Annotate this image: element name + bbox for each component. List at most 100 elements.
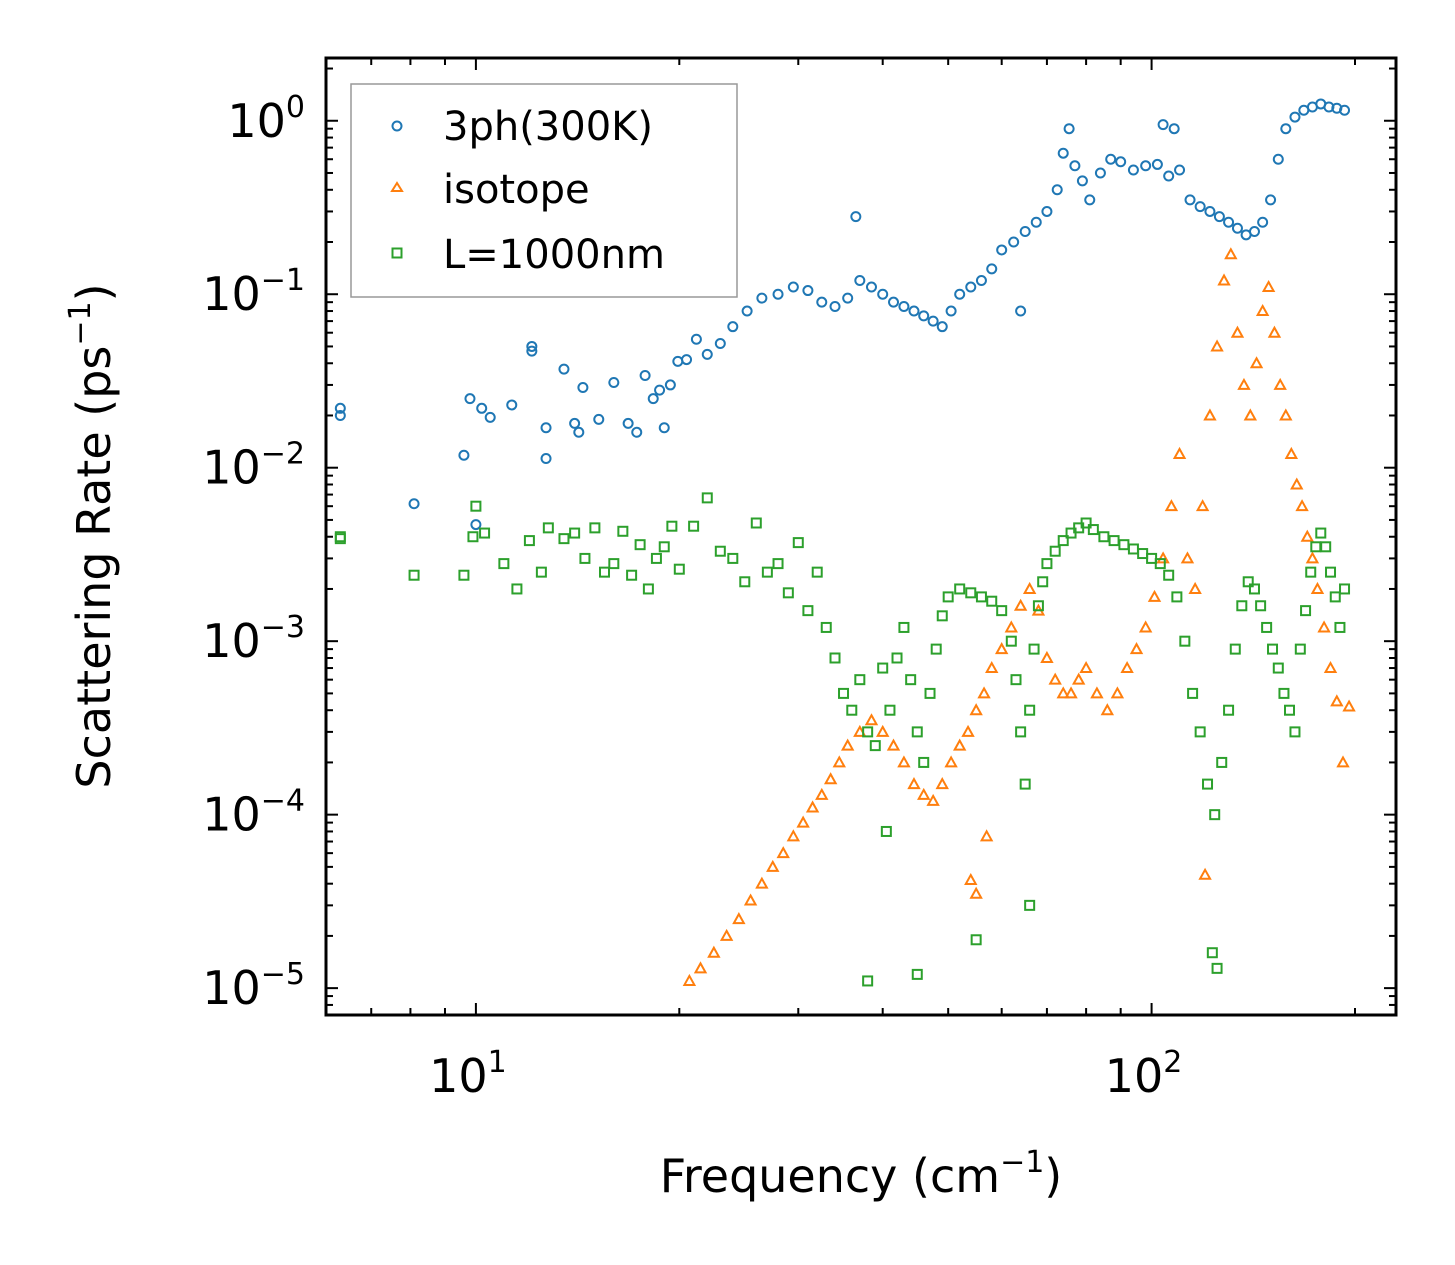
data-point-l1000nm	[542, 522, 554, 534]
data-point-l1000nm	[1163, 569, 1175, 581]
data-point-l1000nm	[579, 552, 591, 564]
data-point-isotope	[1203, 408, 1217, 421]
data-point-l1000nm	[498, 558, 510, 570]
data-point-3ph	[908, 305, 920, 317]
data-point-l1000nm	[1187, 687, 1199, 699]
data-point-l1000nm	[1325, 566, 1337, 578]
data-point-isotope	[776, 846, 790, 859]
data-point-isotope	[876, 724, 890, 737]
data-point-l1000nm	[772, 558, 784, 570]
data-point-isotope	[1210, 339, 1224, 352]
data-point-l1000nm	[838, 687, 850, 699]
data-point-3ph	[526, 345, 538, 357]
data-point-isotope	[1237, 377, 1251, 390]
data-point-isotope	[935, 777, 949, 790]
data-point-isotope	[944, 755, 958, 768]
data-point-isotope	[1305, 551, 1320, 564]
data-point-isotope	[1255, 303, 1270, 317]
data-point-l1000nm	[569, 527, 581, 539]
data-point-l1000nm	[891, 652, 903, 664]
data-point-isotope	[1198, 867, 1212, 880]
data-point-l1000nm	[1098, 531, 1110, 543]
data-point-isotope	[1273, 377, 1287, 390]
data-point-3ph	[470, 519, 482, 531]
series-2	[682, 247, 1356, 986]
data-point-l1000nm	[880, 825, 892, 837]
data-point-3ph	[1223, 216, 1235, 228]
data-point-isotope	[985, 660, 999, 674]
data-point-l1000nm	[954, 583, 966, 595]
data-point-3ph	[1265, 194, 1277, 206]
y-tick-label-exp: −2	[261, 437, 305, 472]
data-point-isotope	[1138, 620, 1153, 633]
data-point-l1000nm	[975, 591, 987, 603]
data-point-isotope	[994, 642, 1009, 655]
data-point-l1000nm	[1255, 600, 1267, 612]
data-point-l1000nm	[701, 492, 713, 504]
data-point-l1000nm	[877, 662, 889, 674]
x-axis-title-close: )	[1044, 1149, 1062, 1203]
data-point-l1000nm	[1229, 643, 1241, 655]
data-point-isotope	[917, 787, 931, 800]
data-point-l1000nm	[470, 500, 482, 512]
data-point-3ph	[865, 281, 877, 293]
data-point-isotope	[1300, 529, 1314, 542]
data-point-l1000nm	[869, 740, 881, 752]
data-point-3ph	[936, 321, 948, 333]
data-point-isotope	[1195, 499, 1210, 512]
data-point-isotope	[1022, 581, 1037, 594]
data-point-isotope	[926, 793, 940, 806]
data-point-l1000nm	[942, 591, 954, 603]
data-point-3ph	[1076, 175, 1088, 187]
data-point-l1000nm	[1032, 600, 1044, 612]
data-point-l1000nm	[535, 566, 547, 578]
data-point-isotope	[719, 928, 734, 941]
data-point-3ph	[954, 288, 966, 300]
data-point-l1000nm	[1154, 558, 1166, 570]
data-point-l1000nm	[1334, 621, 1346, 633]
data-point-l1000nm	[1049, 545, 1061, 557]
data-point-isotope	[805, 800, 820, 813]
data-point-3ph	[573, 426, 585, 438]
data-point-l1000nm	[1267, 643, 1279, 655]
data-point-isotope	[1243, 408, 1258, 421]
data-point-l1000nm	[1329, 591, 1341, 603]
data-point-l1000nm	[1242, 576, 1254, 588]
data-point-l1000nm	[1041, 558, 1053, 570]
data-point-l1000nm	[1248, 583, 1260, 595]
x-tick-label-exp: 2	[1163, 1045, 1182, 1080]
data-point-isotope	[864, 713, 879, 726]
data-point-isotope	[1224, 247, 1238, 260]
data-point-3ph	[1115, 156, 1127, 168]
data-point-3ph	[654, 384, 666, 396]
x-tick-label-base: 10	[429, 1049, 488, 1103]
series-layer	[334, 98, 1356, 987]
data-point-l1000nm	[1209, 809, 1221, 821]
data-point-l1000nm	[918, 756, 930, 768]
data-point-3ph	[540, 452, 552, 464]
y-tick-label-base: 10	[202, 267, 261, 321]
data-point-l1000nm	[626, 569, 638, 581]
data-point-l1000nm	[862, 975, 874, 987]
data-point-isotope	[682, 973, 697, 986]
data-point-l1000nm	[1320, 541, 1332, 553]
data-point-3ph	[690, 333, 702, 345]
data-point-isotope	[1120, 660, 1134, 674]
data-point-3ph	[741, 305, 753, 317]
data-point-l1000nm	[1019, 778, 1031, 790]
data-point-3ph	[577, 381, 589, 393]
data-point-3ph	[927, 315, 939, 327]
data-point-3ph	[756, 292, 768, 304]
y-axis-title-close: )	[67, 283, 121, 301]
data-point-l1000nm	[884, 704, 896, 716]
data-point-isotope	[897, 755, 911, 768]
data-point-isotope	[832, 755, 846, 768]
data-point-3ph	[1069, 160, 1081, 172]
legend-marker-3ph	[391, 120, 403, 132]
data-point-isotope	[1317, 620, 1331, 633]
data-point-isotope	[755, 876, 769, 889]
data-point-l1000nm	[1087, 524, 1099, 536]
data-point-l1000nm	[642, 583, 654, 595]
series-1	[334, 98, 1351, 531]
data-point-3ph	[1051, 184, 1063, 196]
